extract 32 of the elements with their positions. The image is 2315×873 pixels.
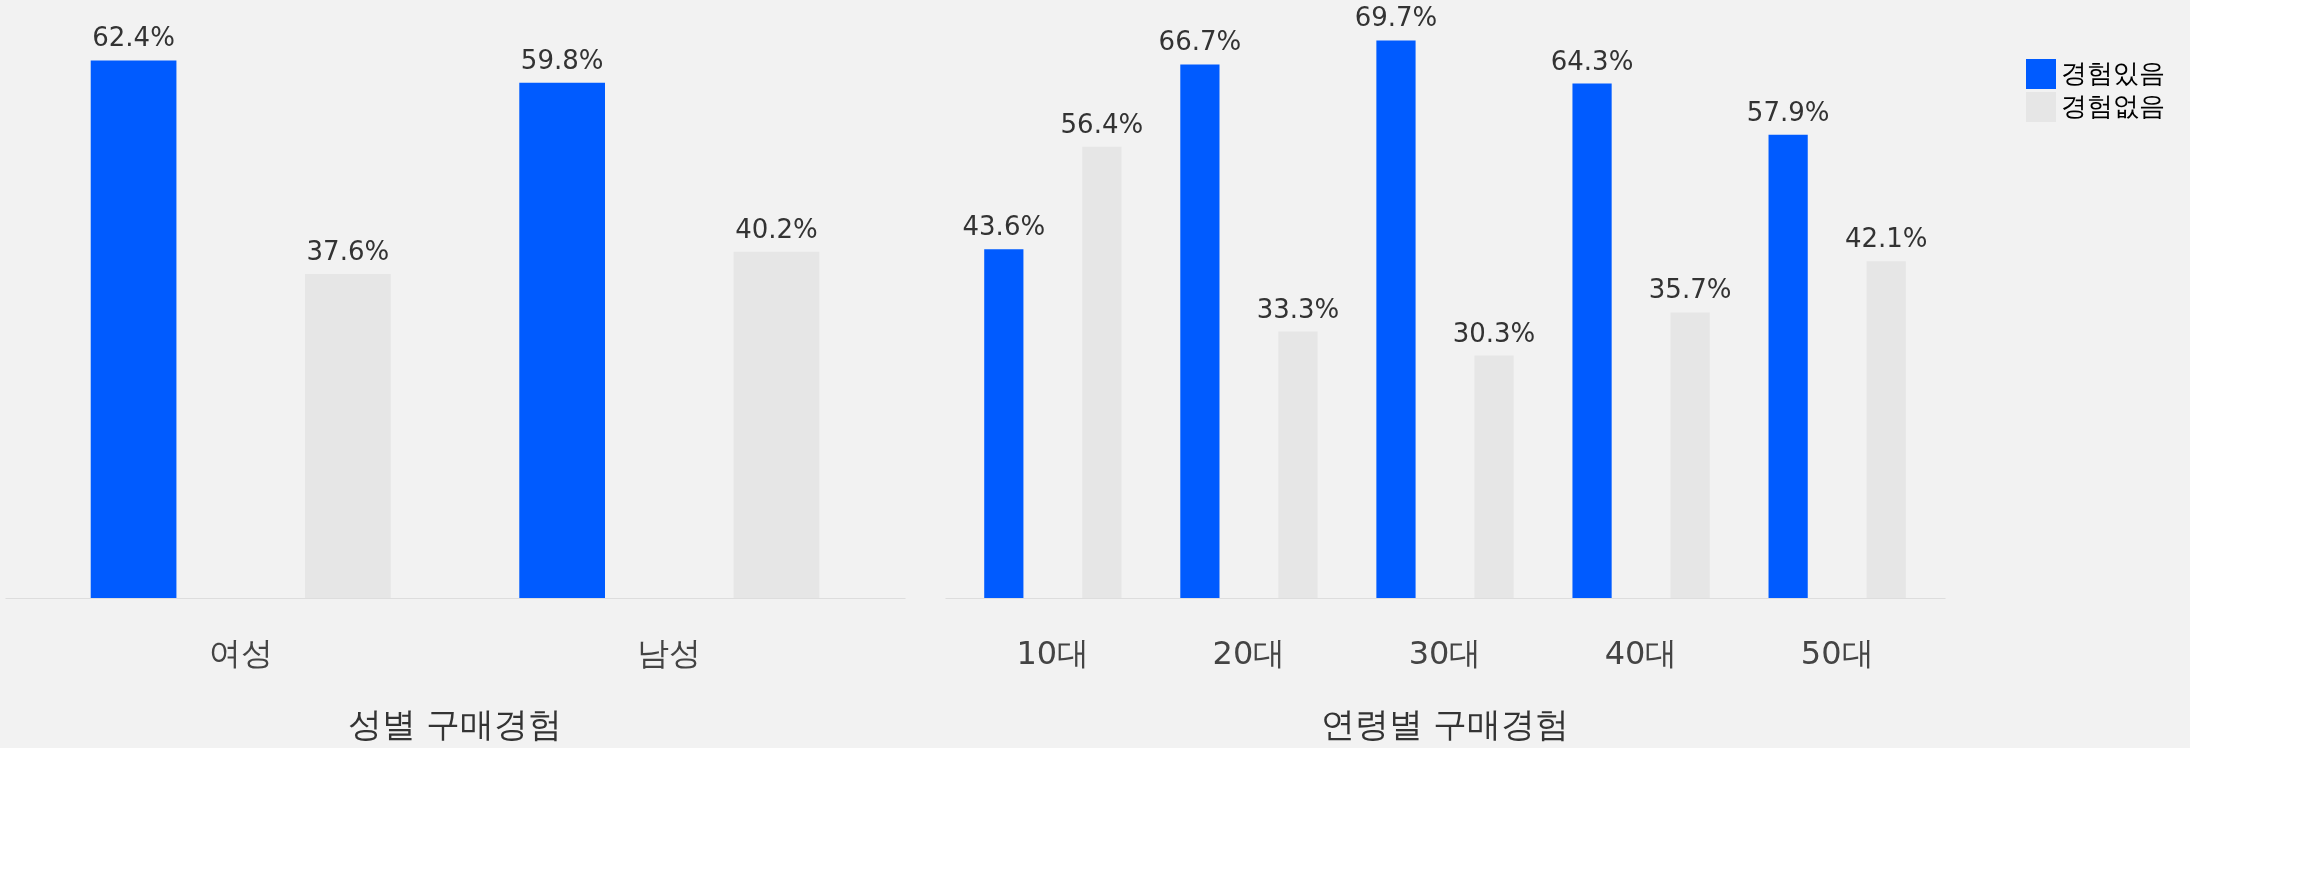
data-label: 35.7% <box>1648 274 1732 305</box>
bar <box>1376 40 1416 598</box>
x-tick-label: 30대 <box>1408 633 1482 672</box>
bar <box>984 249 1024 598</box>
data-label: 37.6% <box>306 236 390 267</box>
text: 성별 구매경험 <box>347 704 563 744</box>
data-label: 64.3% <box>1550 45 1634 76</box>
data-label: 62.4% <box>92 22 175 53</box>
data-label: 43.6% <box>962 211 1046 242</box>
x-tick-label: 40대 <box>1604 633 1678 672</box>
bar <box>90 60 177 598</box>
bar <box>519 82 605 598</box>
x-tick-label: 10대 <box>1016 633 1090 672</box>
data-label: 59.8% <box>520 44 604 75</box>
legend-label: 경험없음 <box>2061 91 2165 121</box>
data-label: 40.2% <box>735 213 818 244</box>
x-tick-label: 20대 <box>1212 633 1286 672</box>
x-tick-label: 남성 <box>637 633 702 672</box>
data-label: 30.3% <box>1452 317 1536 348</box>
bar <box>1180 64 1220 598</box>
bar <box>1572 83 1612 598</box>
data-label: 56.4% <box>1060 108 1144 139</box>
text: 연령별 구매경험 <box>1320 704 1570 744</box>
data-label: 33.3% <box>1256 293 1340 324</box>
x-tick-label: 여성 <box>208 633 273 672</box>
x-tick-label: 50대 <box>1800 633 1874 672</box>
data-label: 42.1% <box>1844 223 1928 254</box>
legend-label: 경험있음 <box>2061 58 2165 88</box>
data-label: 69.7% <box>1354 2 1438 33</box>
bar <box>1768 134 1808 598</box>
data-label: 57.9% <box>1746 96 1830 127</box>
data-label: 66.7% <box>1158 26 1242 57</box>
